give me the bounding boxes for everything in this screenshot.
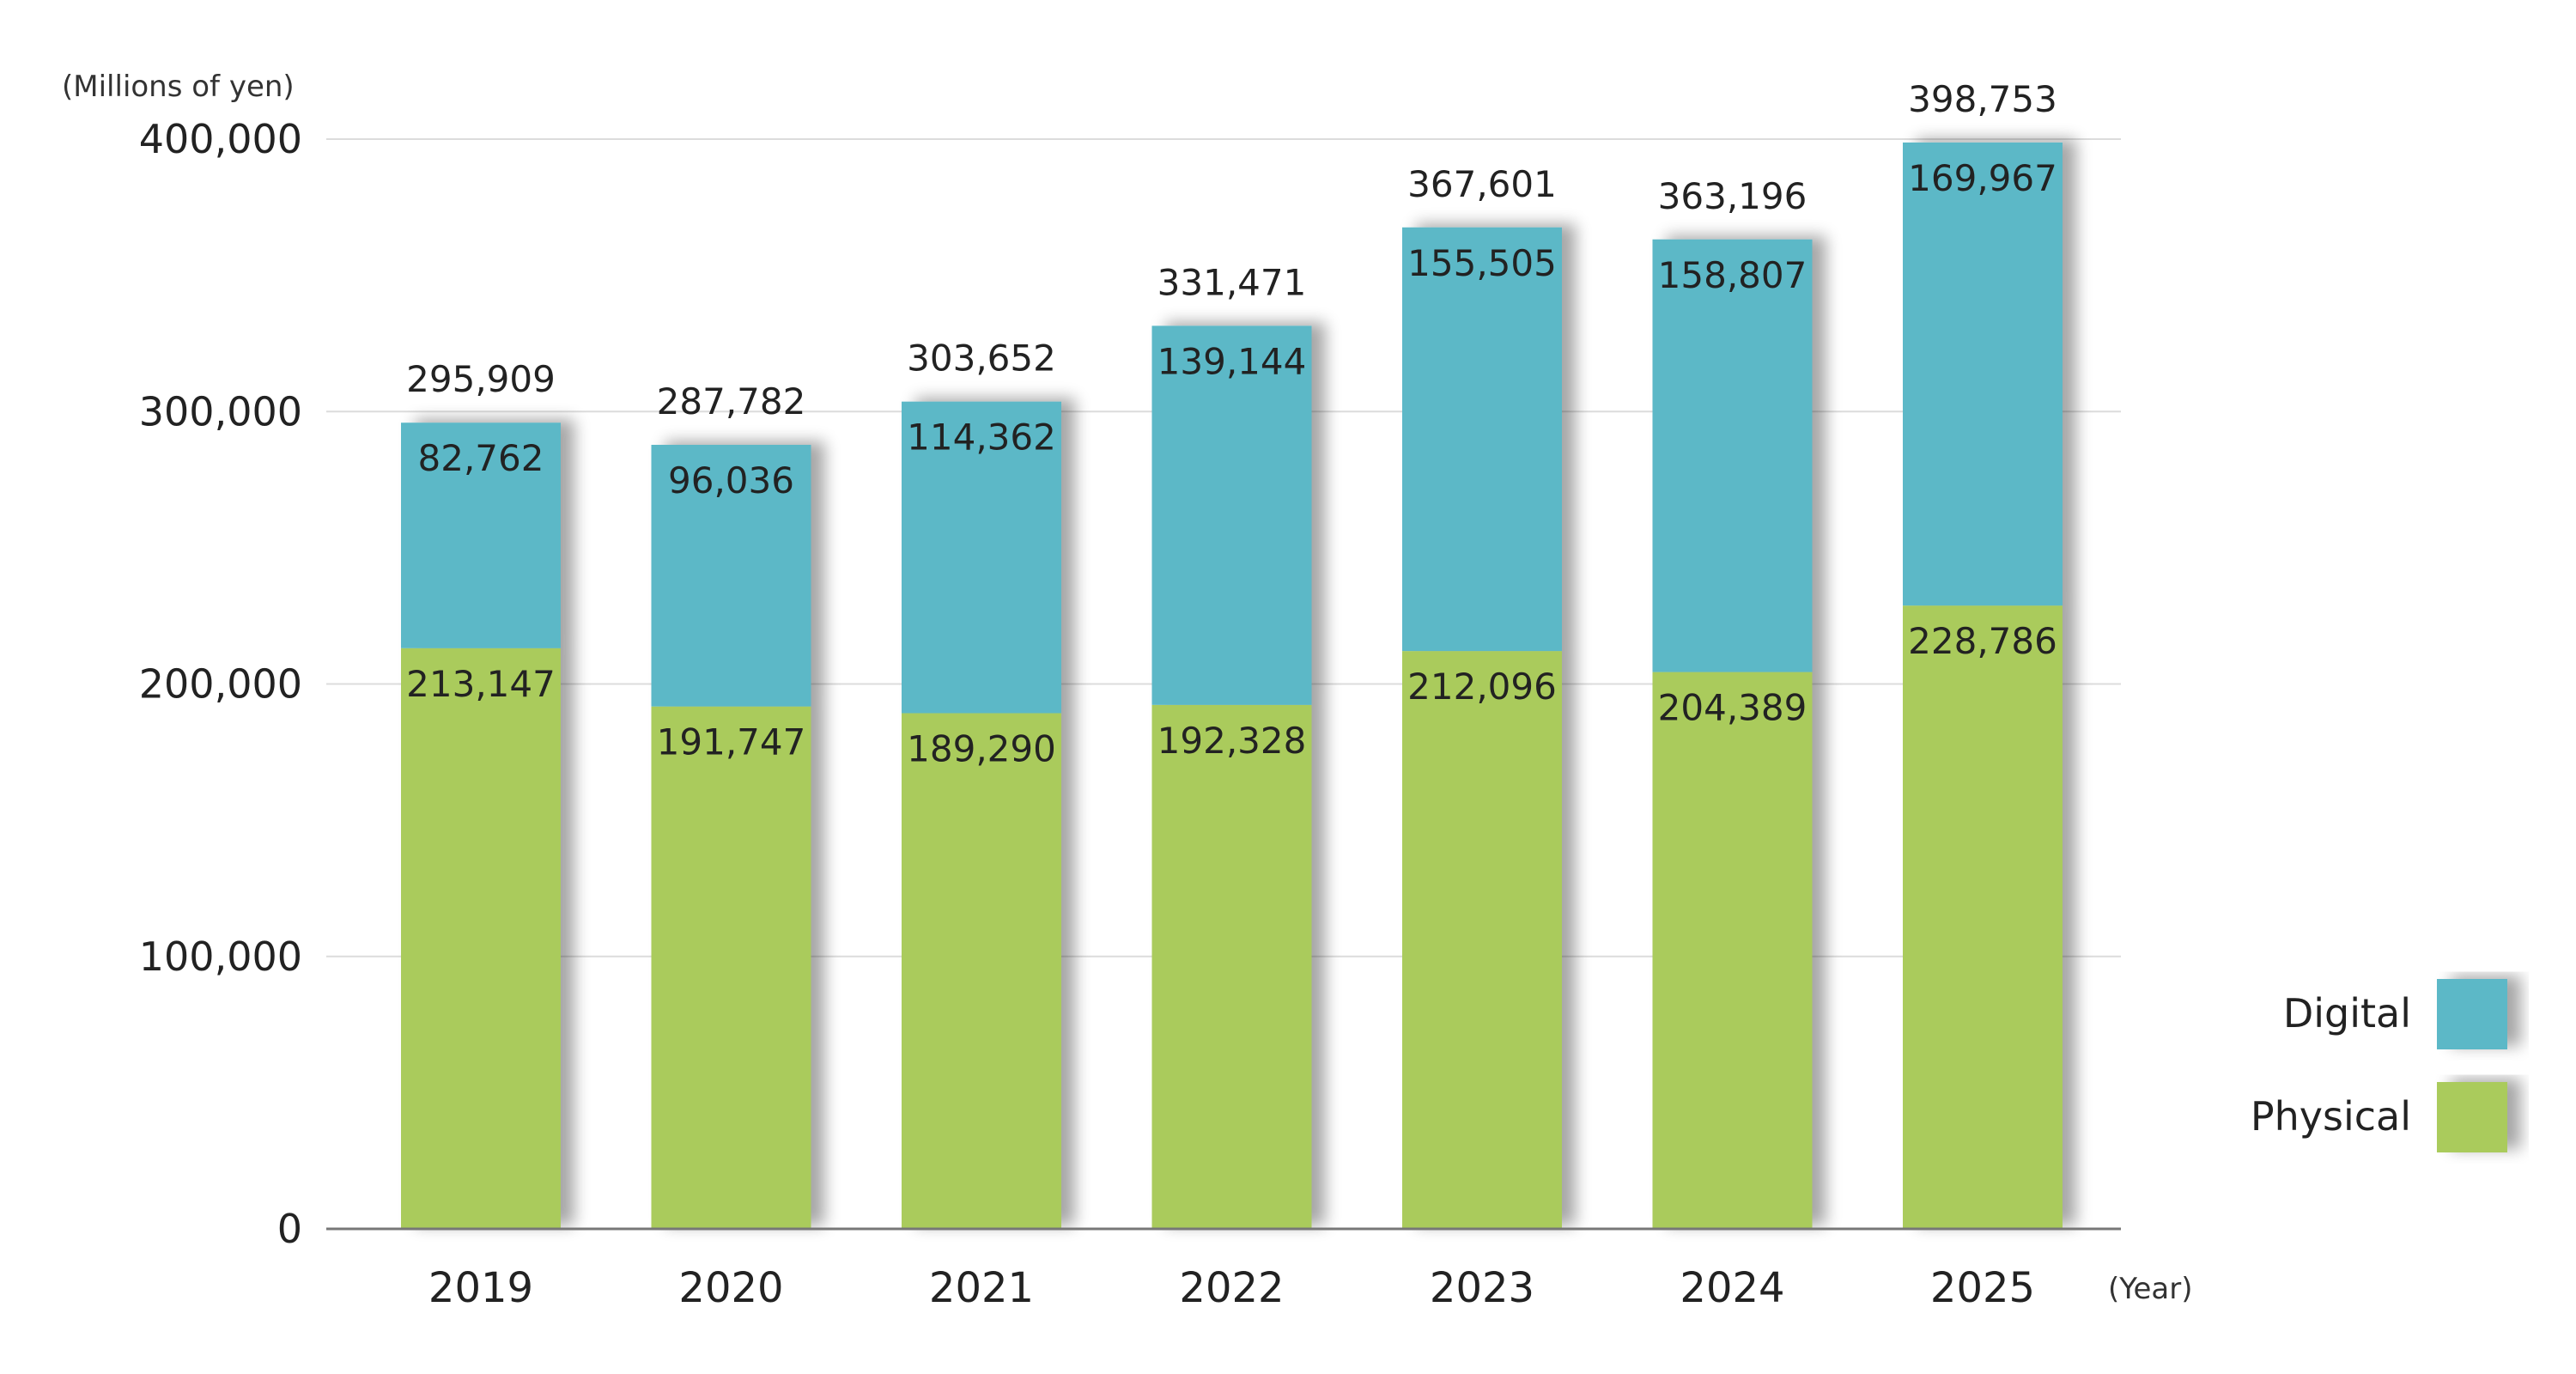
y-tick-label: 100,000	[139, 933, 302, 980]
total-value-label: 287,782	[657, 380, 806, 423]
y-tick-label: 400,000	[139, 116, 302, 162]
bar-segment-physical	[1652, 672, 1813, 1229]
x-tick-label: 2025	[1930, 1264, 2035, 1312]
bar-stack	[1903, 142, 2063, 1229]
y-tick-label: 300,000	[139, 388, 302, 435]
y-tick-label: 200,000	[139, 661, 302, 708]
segment-value-label: 192,328	[1157, 720, 1307, 762]
x-tick-label: 2020	[678, 1264, 783, 1312]
x-axis-ticks: 2019 2020 2021 2022 2023 2024 2025	[428, 1264, 2035, 1312]
total-value-label: 295,909	[406, 358, 556, 400]
legend-swatch-physical	[2437, 1082, 2507, 1152]
total-value-label: 331,471	[1157, 261, 1307, 303]
segment-value-label: 169,967	[1908, 157, 2057, 199]
bar-segment-physical	[401, 647, 561, 1229]
segment-value-label: 191,747	[657, 721, 806, 763]
total-value-label: 367,601	[1407, 163, 1557, 205]
legend: Digital Physical	[2251, 979, 2507, 1152]
segment-value-label: 213,147	[406, 663, 556, 705]
bar-segment-digital	[902, 401, 1061, 714]
segment-value-label: 82,762	[418, 437, 544, 479]
bar-stack	[401, 423, 561, 1229]
x-tick-label: 2021	[929, 1264, 1034, 1312]
bar-segment-physical	[1402, 651, 1562, 1229]
segment-value-label: 204,389	[1658, 687, 1807, 729]
x-axis-unit-label: (Year)	[2108, 1272, 2193, 1306]
y-axis-unit-label: (Millions of yen)	[62, 70, 295, 104]
bar-stack	[1402, 227, 1562, 1229]
total-value-label: 363,196	[1658, 175, 1807, 217]
y-axis-ticks: 0 100,000 200,000 300,000 400,000	[139, 116, 302, 1252]
x-tick-label: 2024	[1680, 1264, 1784, 1312]
bar-segment-digital	[1402, 227, 1562, 652]
bar-segment-digital	[1151, 325, 1312, 705]
segment-value-label: 189,290	[907, 727, 1056, 769]
bar-stack	[651, 445, 811, 1229]
bar-segment-digital	[401, 423, 561, 648]
segment-value-label: 212,096	[1407, 666, 1557, 708]
bar-stack	[902, 401, 1061, 1229]
segment-value-label: 155,505	[1407, 242, 1557, 284]
total-value-label: 303,652	[907, 337, 1056, 380]
bar-stack	[1652, 239, 1813, 1229]
x-tick-label: 2022	[1179, 1264, 1284, 1312]
x-tick-label: 2019	[428, 1264, 533, 1312]
legend-label-digital: Digital	[2283, 990, 2411, 1037]
segment-value-label: 139,144	[1157, 340, 1307, 382]
legend-swatch-digital	[2437, 979, 2507, 1049]
y-tick-label: 0	[277, 1206, 302, 1252]
segment-value-label: 158,807	[1658, 254, 1807, 296]
bar-segment-physical	[1151, 704, 1312, 1229]
bar-segment-digital	[651, 445, 811, 707]
bar-segment-digital	[1652, 239, 1813, 672]
bar-segment-physical	[651, 706, 811, 1229]
bar-segment-physical	[902, 713, 1061, 1229]
x-tick-label: 2023	[1430, 1264, 1534, 1312]
segment-value-label: 96,036	[668, 459, 794, 502]
bar-segment-physical	[1903, 605, 2063, 1229]
bars: 213,147 82,762 295,909 191,747 96,036 287,782…	[401, 78, 2063, 1229]
bar-segment-digital	[1903, 142, 2063, 606]
legend-label-physical: Physical	[2251, 1093, 2411, 1140]
bar-stack	[1151, 325, 1312, 1229]
segment-value-label: 114,362	[907, 416, 1056, 459]
total-value-label: 398,753	[1908, 78, 2057, 120]
segment-value-label: 228,786	[1908, 620, 2057, 662]
